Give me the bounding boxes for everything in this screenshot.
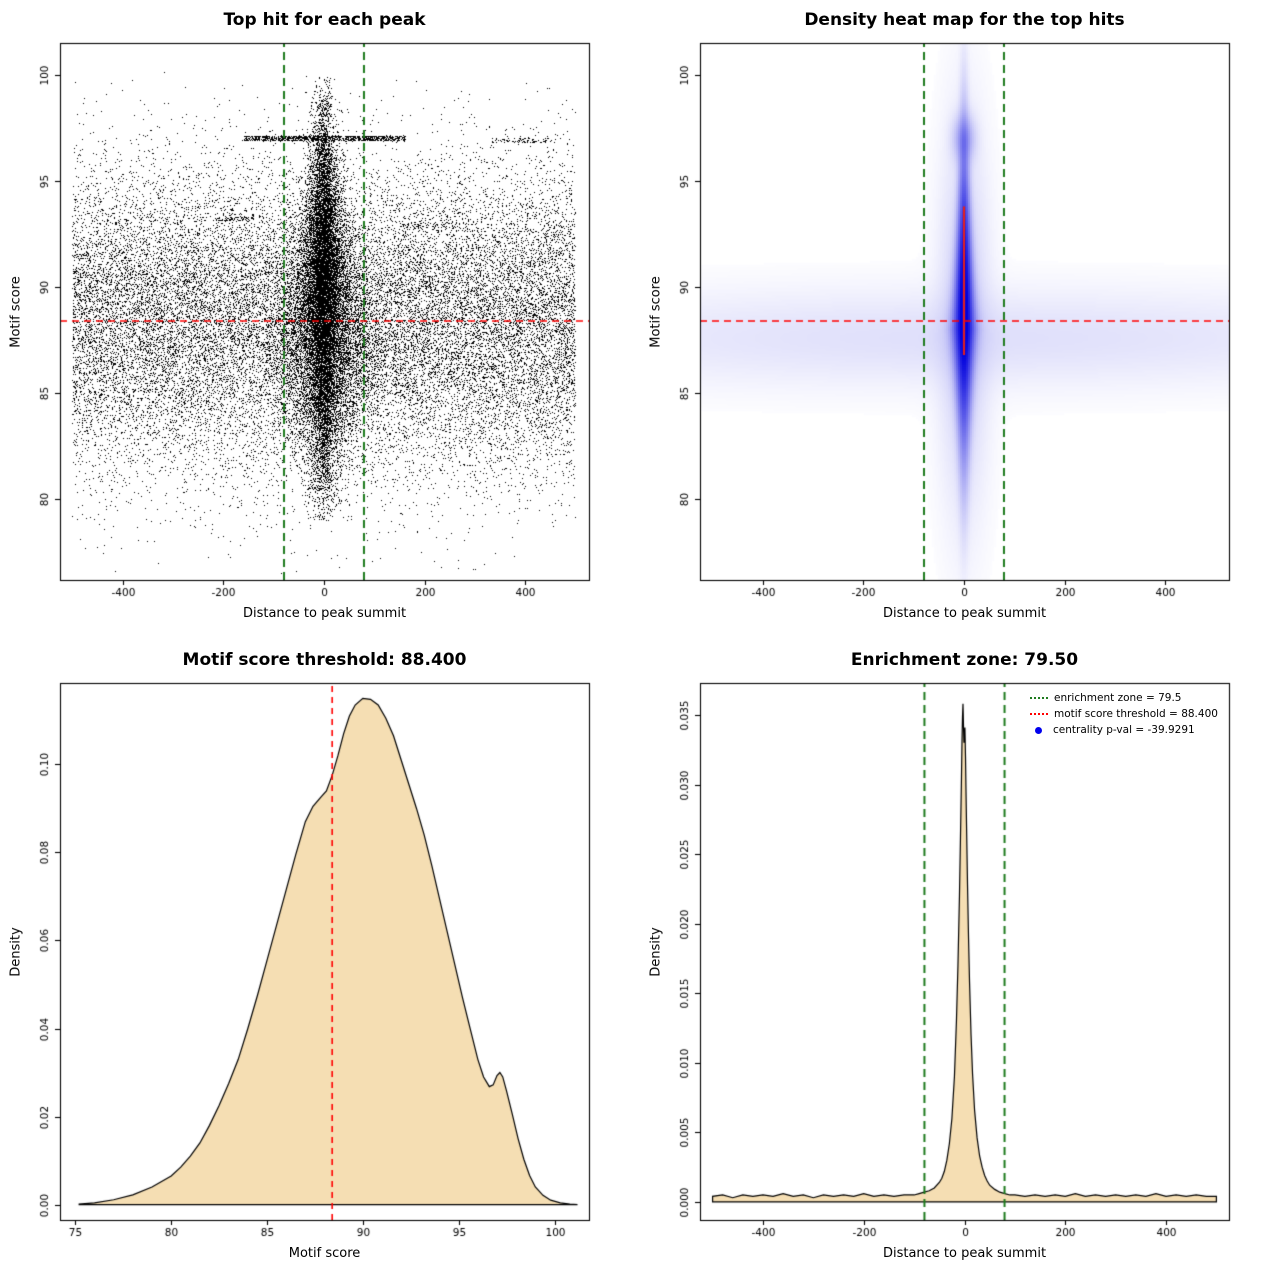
score-density-canvas (0, 640, 640, 1280)
y-axis-label: Density (648, 927, 664, 977)
y-axis-label: Motif score (648, 276, 664, 348)
legend-item-centrality-pval: centrality p-val = -39.9291 (1030, 722, 1218, 738)
legend-label: centrality p-val = -39.9291 (1053, 724, 1195, 736)
panel-top-hit-scatter: Top hit for each peak Distance to peak s… (0, 0, 640, 640)
chart-title: Motif score threshold: 88.400 (182, 650, 467, 670)
dot-icon (1035, 726, 1042, 734)
x-axis-label: Distance to peak summit (242, 606, 407, 621)
y-axis-label: Motif score (8, 276, 24, 348)
scatter-plot-canvas (0, 0, 640, 640)
chart-title: Density heat map for the top hits (804, 10, 1125, 30)
chart-title: Enrichment zone: 79.50 (850, 650, 1079, 670)
panel-enrichment-zone-density: Enrichment zone: 79.50 Distance to peak … (640, 640, 1280, 1280)
legend-label: enrichment zone = 79.5 (1054, 692, 1182, 704)
dotted-line-icon (1030, 697, 1048, 699)
legend: enrichment zone = 79.5 motif score thres… (1030, 690, 1218, 738)
legend-label: motif score threshold = 88.400 (1054, 708, 1218, 720)
legend-item-enrichment-zone: enrichment zone = 79.5 (1030, 690, 1218, 706)
panel-density-heatmap: Density heat map for the top hits Distan… (640, 0, 1280, 640)
chart-title: Top hit for each peak (223, 10, 426, 30)
x-axis-label: Motif score (288, 1246, 361, 1261)
x-axis-label: Distance to peak summit (882, 606, 1047, 621)
distance-density-canvas (640, 640, 1280, 1280)
y-axis-label: Density (8, 927, 24, 977)
panel-motif-score-density: Motif score threshold: 88.400 Motif scor… (0, 640, 640, 1280)
heatmap-canvas (640, 0, 1280, 640)
legend-item-motif-threshold: motif score threshold = 88.400 (1030, 706, 1218, 722)
dotted-line-icon (1030, 713, 1048, 715)
x-axis-label: Distance to peak summit (882, 1246, 1047, 1261)
